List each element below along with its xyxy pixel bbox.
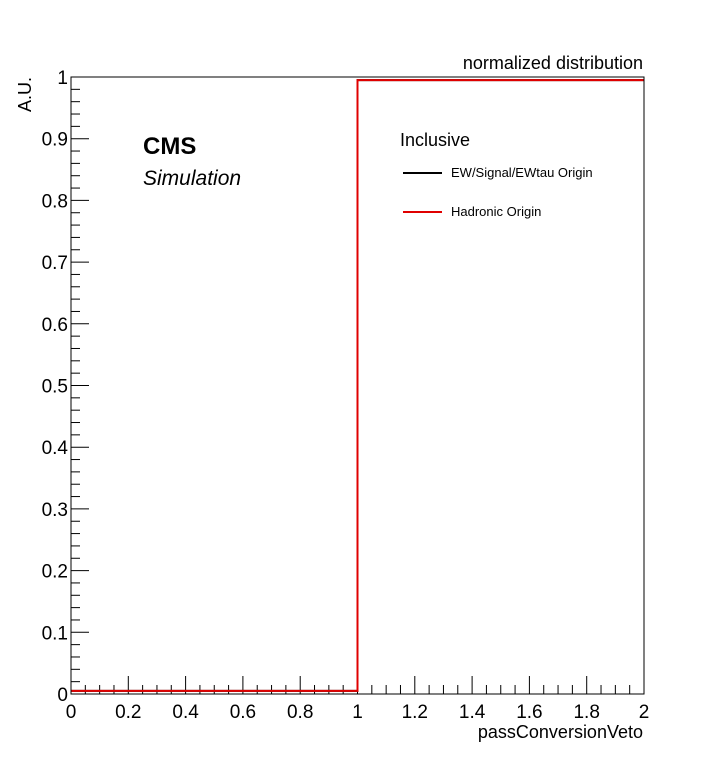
x-axis-title: passConversionVeto [478,722,643,742]
legend: Inclusive EW/Signal/EWtau Origin Hadroni… [400,130,593,219]
cms-label: CMS [143,133,196,160]
legend-entry-hadronic: Hadronic Origin [451,204,541,219]
x-tick-label: 0.4 [172,702,199,723]
y-tick-label: 0.8 [42,191,68,212]
y-tick-label: 0 [57,685,68,706]
y-tick-label: 0.3 [42,500,68,521]
y-tick-label: 0.6 [42,315,68,336]
x-tick-label: 0.6 [230,702,256,723]
legend-header: Inclusive [400,130,470,150]
x-tick-label: 1.8 [573,702,599,723]
x-tick-label: 0.8 [287,702,313,723]
y-tick-label: 1 [57,68,68,89]
x-tick-label: 1 [352,702,363,723]
y-tick-label: 0.9 [42,130,68,151]
x-tick-label: 0 [66,702,77,723]
x-tick-label: 2 [639,702,650,723]
x-tick-label: 1.6 [516,702,542,723]
y-tick-labels: 0 0.1 0.2 0.3 0.4 0.5 0.6 0.7 0.8 0.9 1 [42,68,69,706]
minor-ticks [71,88,631,694]
series-layer [71,79,644,692]
x-tick-label: 1.2 [402,702,428,723]
simulation-label: Simulation [143,167,241,190]
y-tick-label: 0.4 [42,438,69,459]
y-tick-label: 0.5 [42,377,68,398]
chart-title: normalized distribution [463,53,643,73]
y-tick-label: 0.1 [42,623,68,644]
y-tick-label: 0.2 [42,562,68,583]
y-tick-label: 0.7 [42,253,68,274]
plot-frame [70,76,645,695]
y-axis-title: A.U. [15,77,35,112]
x-tick-labels: 0 0.2 0.4 0.6 0.8 1 1.2 1.4 1.6 1.8 2 [66,702,650,723]
x-tick-label: 0.2 [115,702,141,723]
legend-entry-ew-signal: EW/Signal/EWtau Origin [451,165,593,180]
x-tick-label: 1.4 [459,702,486,723]
series-line-1 [71,79,644,692]
